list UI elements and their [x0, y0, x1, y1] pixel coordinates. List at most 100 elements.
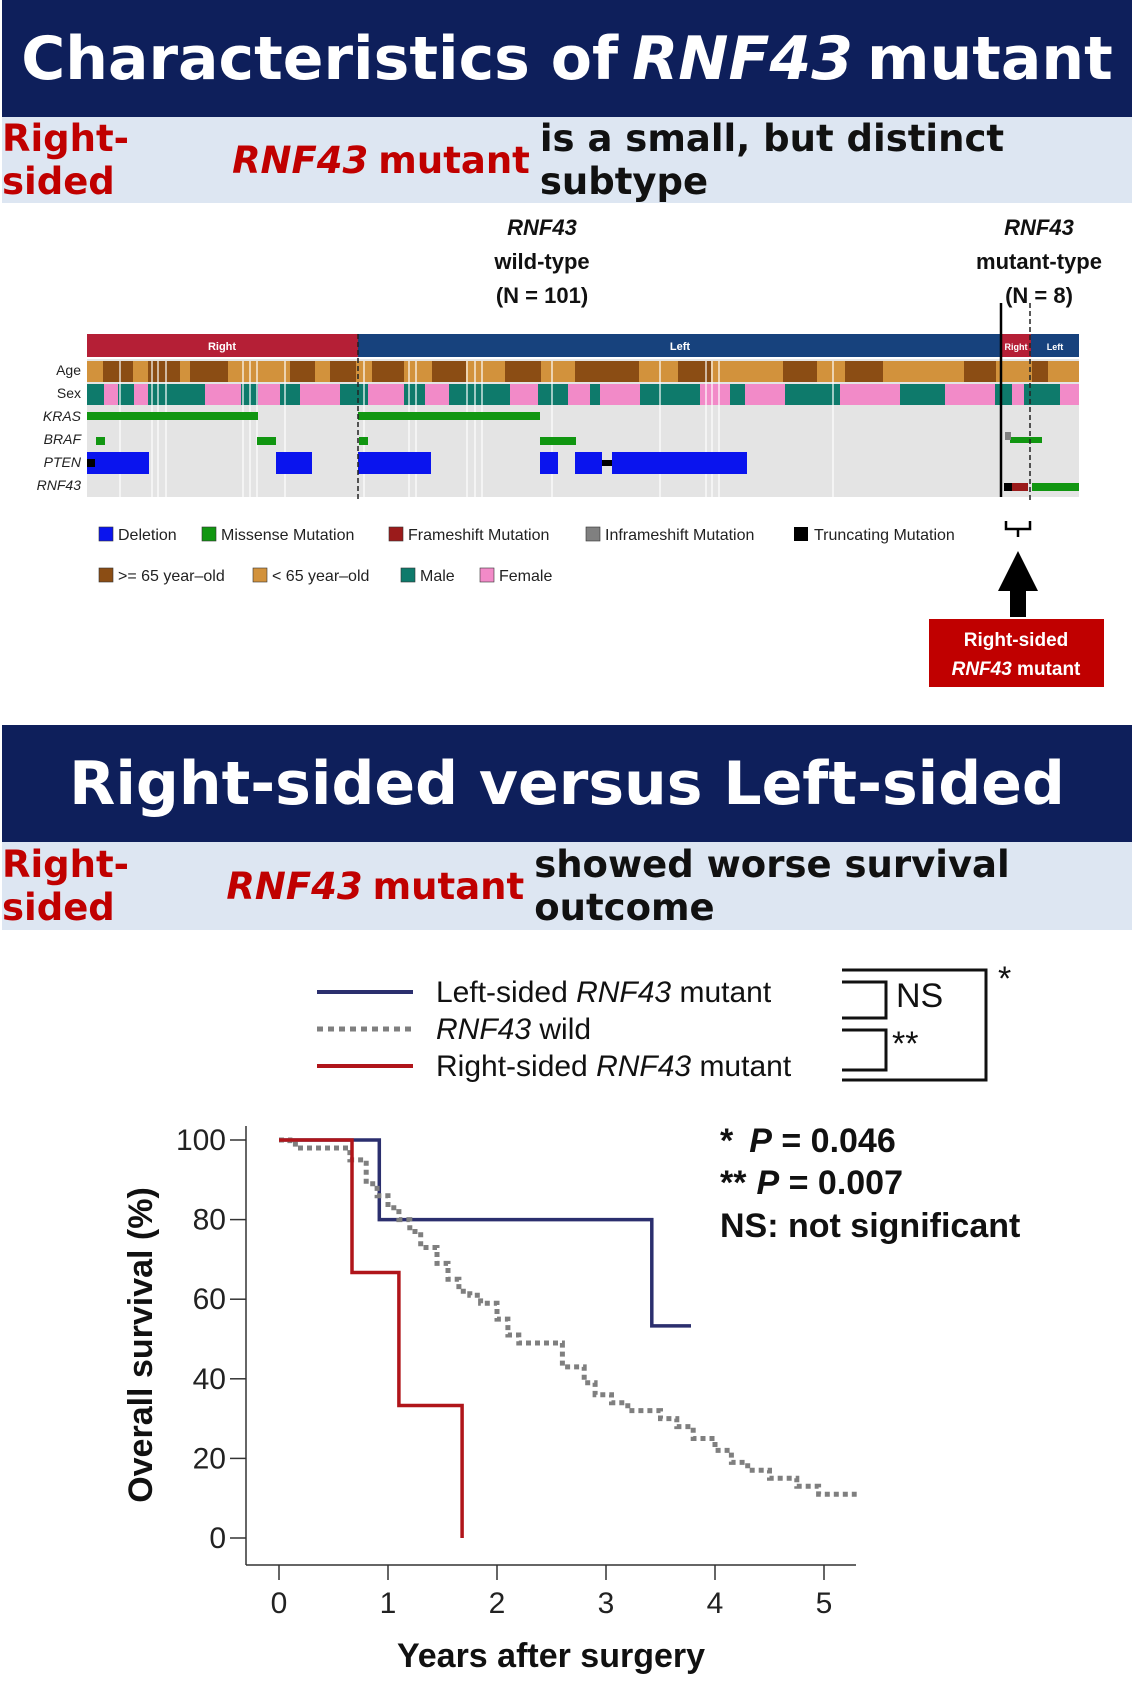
mut-n-label: (N = 8) [1005, 283, 1073, 308]
row-label-sex: Sex [57, 385, 81, 401]
pvalue1-p: P [749, 1122, 772, 1160]
title-pre: Characteristics of [21, 23, 619, 94]
series-rnf43-wild [279, 1137, 857, 1497]
legend-left-post: mutant [671, 976, 772, 1009]
legend-age-young: < 65 year–old [272, 568, 369, 585]
subtitle2-red-post: mutant [372, 864, 525, 908]
subtitle2-red-gene: RNF43 [226, 864, 363, 908]
side-right-small-text: Right [1005, 342, 1028, 352]
legend-female: Female [499, 568, 552, 585]
side-bar-left [358, 334, 1002, 357]
side-left-small-text: Left [1047, 342, 1064, 352]
legend-frameshift: Frameshift Mutation [408, 527, 549, 544]
legend-swatch-age-young [252, 567, 268, 583]
x-ticks: 0 1 2 3 4 5 [271, 1565, 833, 1620]
callout-box [929, 619, 1104, 687]
x-tick-label: 4 [707, 1587, 724, 1620]
pvalue-line3: NS: not significant [720, 1207, 1020, 1245]
wild-n-label: (N = 101) [496, 283, 588, 308]
y-ticks: 0 20 40 60 80 100 [176, 1124, 246, 1555]
legend-swatch-frameshift [388, 526, 404, 542]
subtitle-black: is a small, but distinct subtype [539, 117, 1005, 203]
pvalue2-val: = 0.007 [779, 1164, 903, 1202]
section-title-right-vs-left: Right-sided versus Left-sided [2, 725, 1132, 842]
x-tick-label: 3 [598, 1587, 615, 1620]
subtitle2-black: showed worse survival outcome [534, 843, 1010, 929]
subtitle-red-pre: Right-sided [2, 117, 130, 203]
sex-row [87, 384, 1079, 405]
title2-text: Right-sided versus Left-sided [69, 748, 1065, 819]
subtitle2-red-pre: Right-sided [2, 843, 130, 929]
title-gene: RNF43 [632, 23, 853, 94]
bracket-ns: NS [896, 977, 943, 1015]
legend-swatch-missense [201, 526, 217, 542]
y-axis-title: Overall survival (%) [122, 1187, 160, 1503]
series-left-sided-mutant [279, 1138, 691, 1328]
legend-truncating: Truncating Mutation [814, 527, 955, 544]
age-row [87, 361, 1079, 382]
subtitle-distinct-subtype: Right-sided RNF43 mutant is a small, but… [2, 117, 1132, 203]
legend-swatch-female [479, 567, 495, 583]
mut-gene-label: RNF43 [1004, 215, 1074, 240]
legend-right-gene: RNF43 [596, 1050, 691, 1083]
callout-arrow [998, 551, 1038, 617]
legend-inframeshift: Inframeshift Mutation [605, 527, 754, 544]
pvalue-line1: * P = 0.046 [720, 1122, 896, 1160]
side-right-text: Right [208, 341, 236, 353]
row-label-kras: KRAS [43, 408, 82, 424]
pvalue2-star: ** [720, 1164, 747, 1202]
series-right-sided-mutant [279, 1138, 464, 1538]
legend-deletion: Deletion [118, 527, 177, 544]
series-layer [279, 1137, 857, 1538]
side-bar-right-mut [1002, 334, 1031, 357]
legend-swatch-age-old [98, 567, 114, 583]
legend-age-old: >= 65 year–old [118, 568, 225, 585]
mutant-bracket [1004, 521, 1032, 537]
pten-row [87, 452, 747, 474]
row-label-rnf43: RNF43 [37, 477, 82, 493]
legend-label-wild: RNF43 wild [436, 1013, 591, 1046]
pvalue1-star: * [720, 1122, 734, 1160]
survival-chart: Left-sided RNF43 mutant RNF43 wild Right… [122, 960, 1020, 1675]
x-tick-label: 1 [380, 1587, 397, 1620]
y-tick-label: 80 [193, 1204, 226, 1237]
title-post: mutant [866, 23, 1113, 94]
legend-swatch-inframeshift [585, 526, 601, 542]
x-axis-title: Years after surgery [397, 1637, 705, 1675]
row-label-pten: PTEN [44, 454, 82, 470]
legend-wild-gene: RNF43 [436, 1013, 531, 1046]
pvalue2-p: P [756, 1164, 779, 1202]
column-separators [119, 361, 834, 497]
pvalue1-val: = 0.046 [772, 1122, 896, 1160]
legend-wild-post: wild [531, 1013, 591, 1046]
bracket-double-star: ** [892, 1025, 918, 1063]
y-tick-label: 60 [193, 1283, 226, 1316]
callout-post: mutant [1012, 659, 1081, 680]
pvalue-line2: ** P = 0.007 [720, 1164, 903, 1202]
x-tick-label: 5 [816, 1587, 833, 1620]
row-label-age: Age [56, 362, 81, 378]
side-left-text: Left [670, 341, 691, 353]
side-bar-left-mut [1031, 334, 1079, 357]
legend-swatch-deletion [98, 526, 114, 542]
braf-row [96, 432, 1042, 445]
callout-line1: Right-sided [964, 630, 1069, 651]
kras-row [87, 412, 540, 420]
y-tick-label: 20 [193, 1442, 226, 1475]
y-tick-label: 0 [209, 1522, 226, 1555]
mut-type-label: mutant-type [976, 249, 1102, 274]
y-tick-label: 100 [176, 1124, 226, 1157]
x-tick-label: 0 [271, 1587, 288, 1620]
legend-right-post: mutant [691, 1050, 792, 1083]
y-tick-label: 40 [193, 1363, 226, 1396]
callout-line2: RNF43 mutant [952, 659, 1081, 680]
callout-gene: RNF43 [952, 659, 1013, 680]
legend-swatch-male [400, 567, 416, 583]
subtitle-red-post: mutant [378, 138, 530, 182]
subtitle-red-gene: RNF43 [232, 138, 369, 182]
subtitle-worse-survival: Right-sided RNF43 mutant showed worse su… [2, 842, 1132, 930]
side-bar-right [87, 334, 358, 357]
rnf43-row [1004, 483, 1079, 491]
wild-type-label: wild-type [493, 249, 589, 274]
legend-right-pre: Right-sided [436, 1050, 596, 1083]
